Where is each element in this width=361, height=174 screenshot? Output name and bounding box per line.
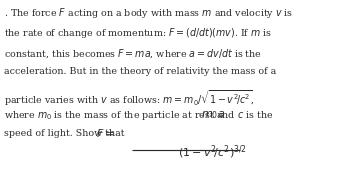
Text: $m_0 a$: $m_0 a$	[201, 109, 225, 121]
Text: the rate of change of momentum: $F = (d/dt)(mv)$. If $m$ is: the rate of change of momentum: $F = (d/…	[4, 26, 272, 41]
Text: constant, this becomes $F = ma$, where $a = dv/dt$ is the: constant, this becomes $F = ma$, where $…	[4, 47, 262, 60]
Text: where $m_0$ is the mass of the particle at rest and $c$ is the: where $m_0$ is the mass of the particle …	[4, 109, 273, 121]
Text: $(1 - v^2\!/c^2)^{3/2}$: $(1 - v^2\!/c^2)^{3/2}$	[178, 143, 248, 161]
Text: acceleration. But in the theory of relativity the mass of a: acceleration. But in the theory of relat…	[4, 68, 276, 77]
Text: . The force $F$ acting on a body with mass $m$ and velocity $v$ is: . The force $F$ acting on a body with ma…	[4, 6, 293, 20]
Text: speed of light. Show that: speed of light. Show that	[4, 129, 125, 138]
Text: $F =$: $F =$	[96, 127, 115, 139]
Text: particle varies with $v$ as follows: $m = m_0/\sqrt{1 - v^2\!/c^2}$,: particle varies with $v$ as follows: $m …	[4, 88, 255, 108]
